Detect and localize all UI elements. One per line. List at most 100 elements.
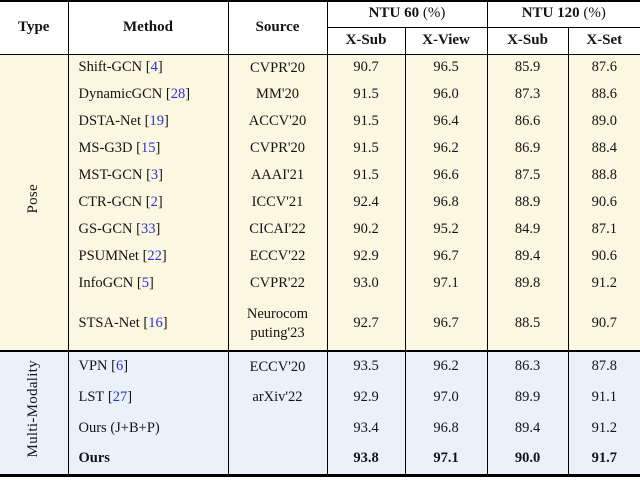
source-cell xyxy=(227,444,328,475)
citation-number[interactable]: 4 xyxy=(150,59,158,76)
value-cell: 93.0 xyxy=(326,270,406,297)
value-cell: 90.7 xyxy=(326,53,406,81)
ntu120-label: NTU 120 xyxy=(521,5,580,22)
value-cell: 90.6 xyxy=(567,189,640,216)
value-cell: 89.4 xyxy=(486,413,569,444)
citation-link[interactable]: [5] xyxy=(133,274,154,291)
method-cell: CTR-GCN [2] xyxy=(67,189,229,216)
table-row: MS-G3D [15] CVPR'20 91.5 96.2 86.9 88.4 xyxy=(0,135,640,162)
value-cell: 97.1 xyxy=(404,270,488,297)
value-cell: 88.8 xyxy=(567,162,640,189)
table-row: InfoGCN [5] CVPR'22 93.0 97.1 89.8 91.2 xyxy=(0,270,640,297)
method-cell: GS-GCN [33] xyxy=(67,216,229,243)
citation-number[interactable]: 15 xyxy=(140,139,156,156)
value-cell: 88.6 xyxy=(567,81,640,108)
col-header-method: Method xyxy=(67,1,229,55)
citation-number[interactable]: 5 xyxy=(141,274,149,291)
value-cell: 96.5 xyxy=(404,53,488,81)
method-cell: MS-G3D [15] xyxy=(67,135,229,162)
citation-number[interactable]: 2 xyxy=(150,193,158,210)
method-name: Ours xyxy=(78,450,110,467)
col-header-ntu60-xsub: X-Sub xyxy=(326,27,406,55)
source-cell: CICAI'22 xyxy=(227,216,328,243)
value-cell: 96.2 xyxy=(404,135,488,162)
value-cell: 91.5 xyxy=(326,81,406,108)
citation-link[interactable]: [27] xyxy=(104,388,133,405)
col-header-ntu120-xsub: X-Sub xyxy=(486,27,569,55)
source-cell: ECCV'20 xyxy=(227,350,328,382)
citation-link[interactable]: [19] xyxy=(140,112,169,129)
value-cell: 92.9 xyxy=(326,243,406,270)
citation-number[interactable]: 28 xyxy=(170,85,186,102)
method-name: MST-GCN xyxy=(78,166,143,183)
type-label-multi-modality: Multi-Modality xyxy=(24,360,41,459)
value-cell: 84.9 xyxy=(486,216,569,243)
value-cell: 91.1 xyxy=(567,382,640,413)
value-cell: 86.6 xyxy=(486,108,569,135)
value-cell: 87.1 xyxy=(567,216,640,243)
method-cell: Ours (J+B+P) xyxy=(67,413,229,444)
source-cell xyxy=(227,413,328,444)
citation-number[interactable]: 3 xyxy=(150,166,159,183)
citation-link[interactable]: [28] xyxy=(162,85,191,102)
source-cell: AAAI'21 xyxy=(227,162,328,189)
citation-number[interactable]: 22 xyxy=(147,247,162,264)
value-cell: 89.9 xyxy=(486,382,569,413)
method-cell: DynamicGCN [28] xyxy=(67,81,229,108)
value-cell: 87.6 xyxy=(567,53,640,81)
source-cell: Neurocom puting'23 xyxy=(227,297,328,351)
value-cell: 92.7 xyxy=(326,297,406,351)
method-cell: LST [27] xyxy=(67,382,229,413)
citation-number[interactable]: 19 xyxy=(149,112,164,129)
method-name: Shift-GCN xyxy=(78,59,143,76)
citation-link[interactable]: [4] xyxy=(142,59,163,76)
value-cell: 96.7 xyxy=(404,297,488,351)
ntu60-percent-suffix: (%) xyxy=(422,5,446,22)
citation-link[interactable]: [16] xyxy=(139,314,168,331)
table-row: CTR-GCN [2] ICCV'21 92.4 96.8 88.9 90.6 xyxy=(0,189,640,216)
method-name: CTR-GCN xyxy=(78,193,143,210)
citation-number[interactable]: 33 xyxy=(140,220,156,237)
col-group-ntu120: NTU 120 (%) xyxy=(486,1,640,28)
table-row: Multi-Modality VPN [6] ECCV'20 93.5 96.2 86.3… xyxy=(0,350,640,475)
table-row: DynamicGCN [28] MM'20 91.5 96.0 87.3 88.6 xyxy=(0,81,640,108)
value-cell: 90.0 xyxy=(486,444,569,475)
value-cell: 93.4 xyxy=(326,413,406,444)
header-row-subcols: X-Sub X-View X-Sub X-Set xyxy=(0,27,640,55)
table-row: MST-GCN [3] AAAI'21 91.5 96.6 87.5 88.8 xyxy=(0,162,640,189)
header-row-groups: Type Method Source NTU 60 (%) NTU 120 (%… xyxy=(0,1,640,55)
value-cell: 89.0 xyxy=(567,108,640,135)
table-row: Ours (J+B+P) 93.4 96.8 89.4 91.2 xyxy=(0,413,640,444)
citation-link[interactable]: [33] xyxy=(132,220,161,237)
value-cell: 90.6 xyxy=(567,243,640,270)
citation-link[interactable]: [6] xyxy=(107,358,129,375)
value-cell: 88.5 xyxy=(486,297,569,351)
value-cell: 96.0 xyxy=(404,81,488,108)
source-cell: CVPR'20 xyxy=(227,135,328,162)
table-row: Ours 93.8 97.1 90.0 91.7 xyxy=(0,444,640,475)
citation-number[interactable]: 16 xyxy=(148,314,163,331)
value-cell: 91.2 xyxy=(567,413,640,444)
citation-number[interactable]: 6 xyxy=(115,358,124,375)
table-row: STSA-Net [16] Neurocom puting'23 92.7 96.7 8… xyxy=(0,297,640,351)
col-header-ntu60-xview: X-View xyxy=(404,27,488,55)
citation-link[interactable]: [2] xyxy=(142,193,163,210)
value-cell: 91.5 xyxy=(326,162,406,189)
citation-number[interactable]: 27 xyxy=(112,388,128,405)
source-cell: ECCV'22 xyxy=(227,243,328,270)
value-cell: 91.5 xyxy=(326,108,406,135)
method-cell: InfoGCN [5] xyxy=(67,270,229,297)
value-cell: 97.0 xyxy=(404,382,488,413)
source-cell: CVPR'22 xyxy=(227,270,328,297)
citation-link[interactable]: [3] xyxy=(142,166,163,183)
citation-link[interactable]: [22] xyxy=(138,247,167,264)
method-name: MS-G3D xyxy=(78,139,133,156)
value-cell: 96.7 xyxy=(404,243,488,270)
source-cell: MM'20 xyxy=(227,81,328,108)
ntu60-label: NTU 60 xyxy=(368,5,420,22)
value-cell: 95.2 xyxy=(404,216,488,243)
citation-link[interactable]: [15] xyxy=(132,139,161,156)
method-name: VPN xyxy=(78,358,108,375)
value-cell: 88.4 xyxy=(567,135,640,162)
